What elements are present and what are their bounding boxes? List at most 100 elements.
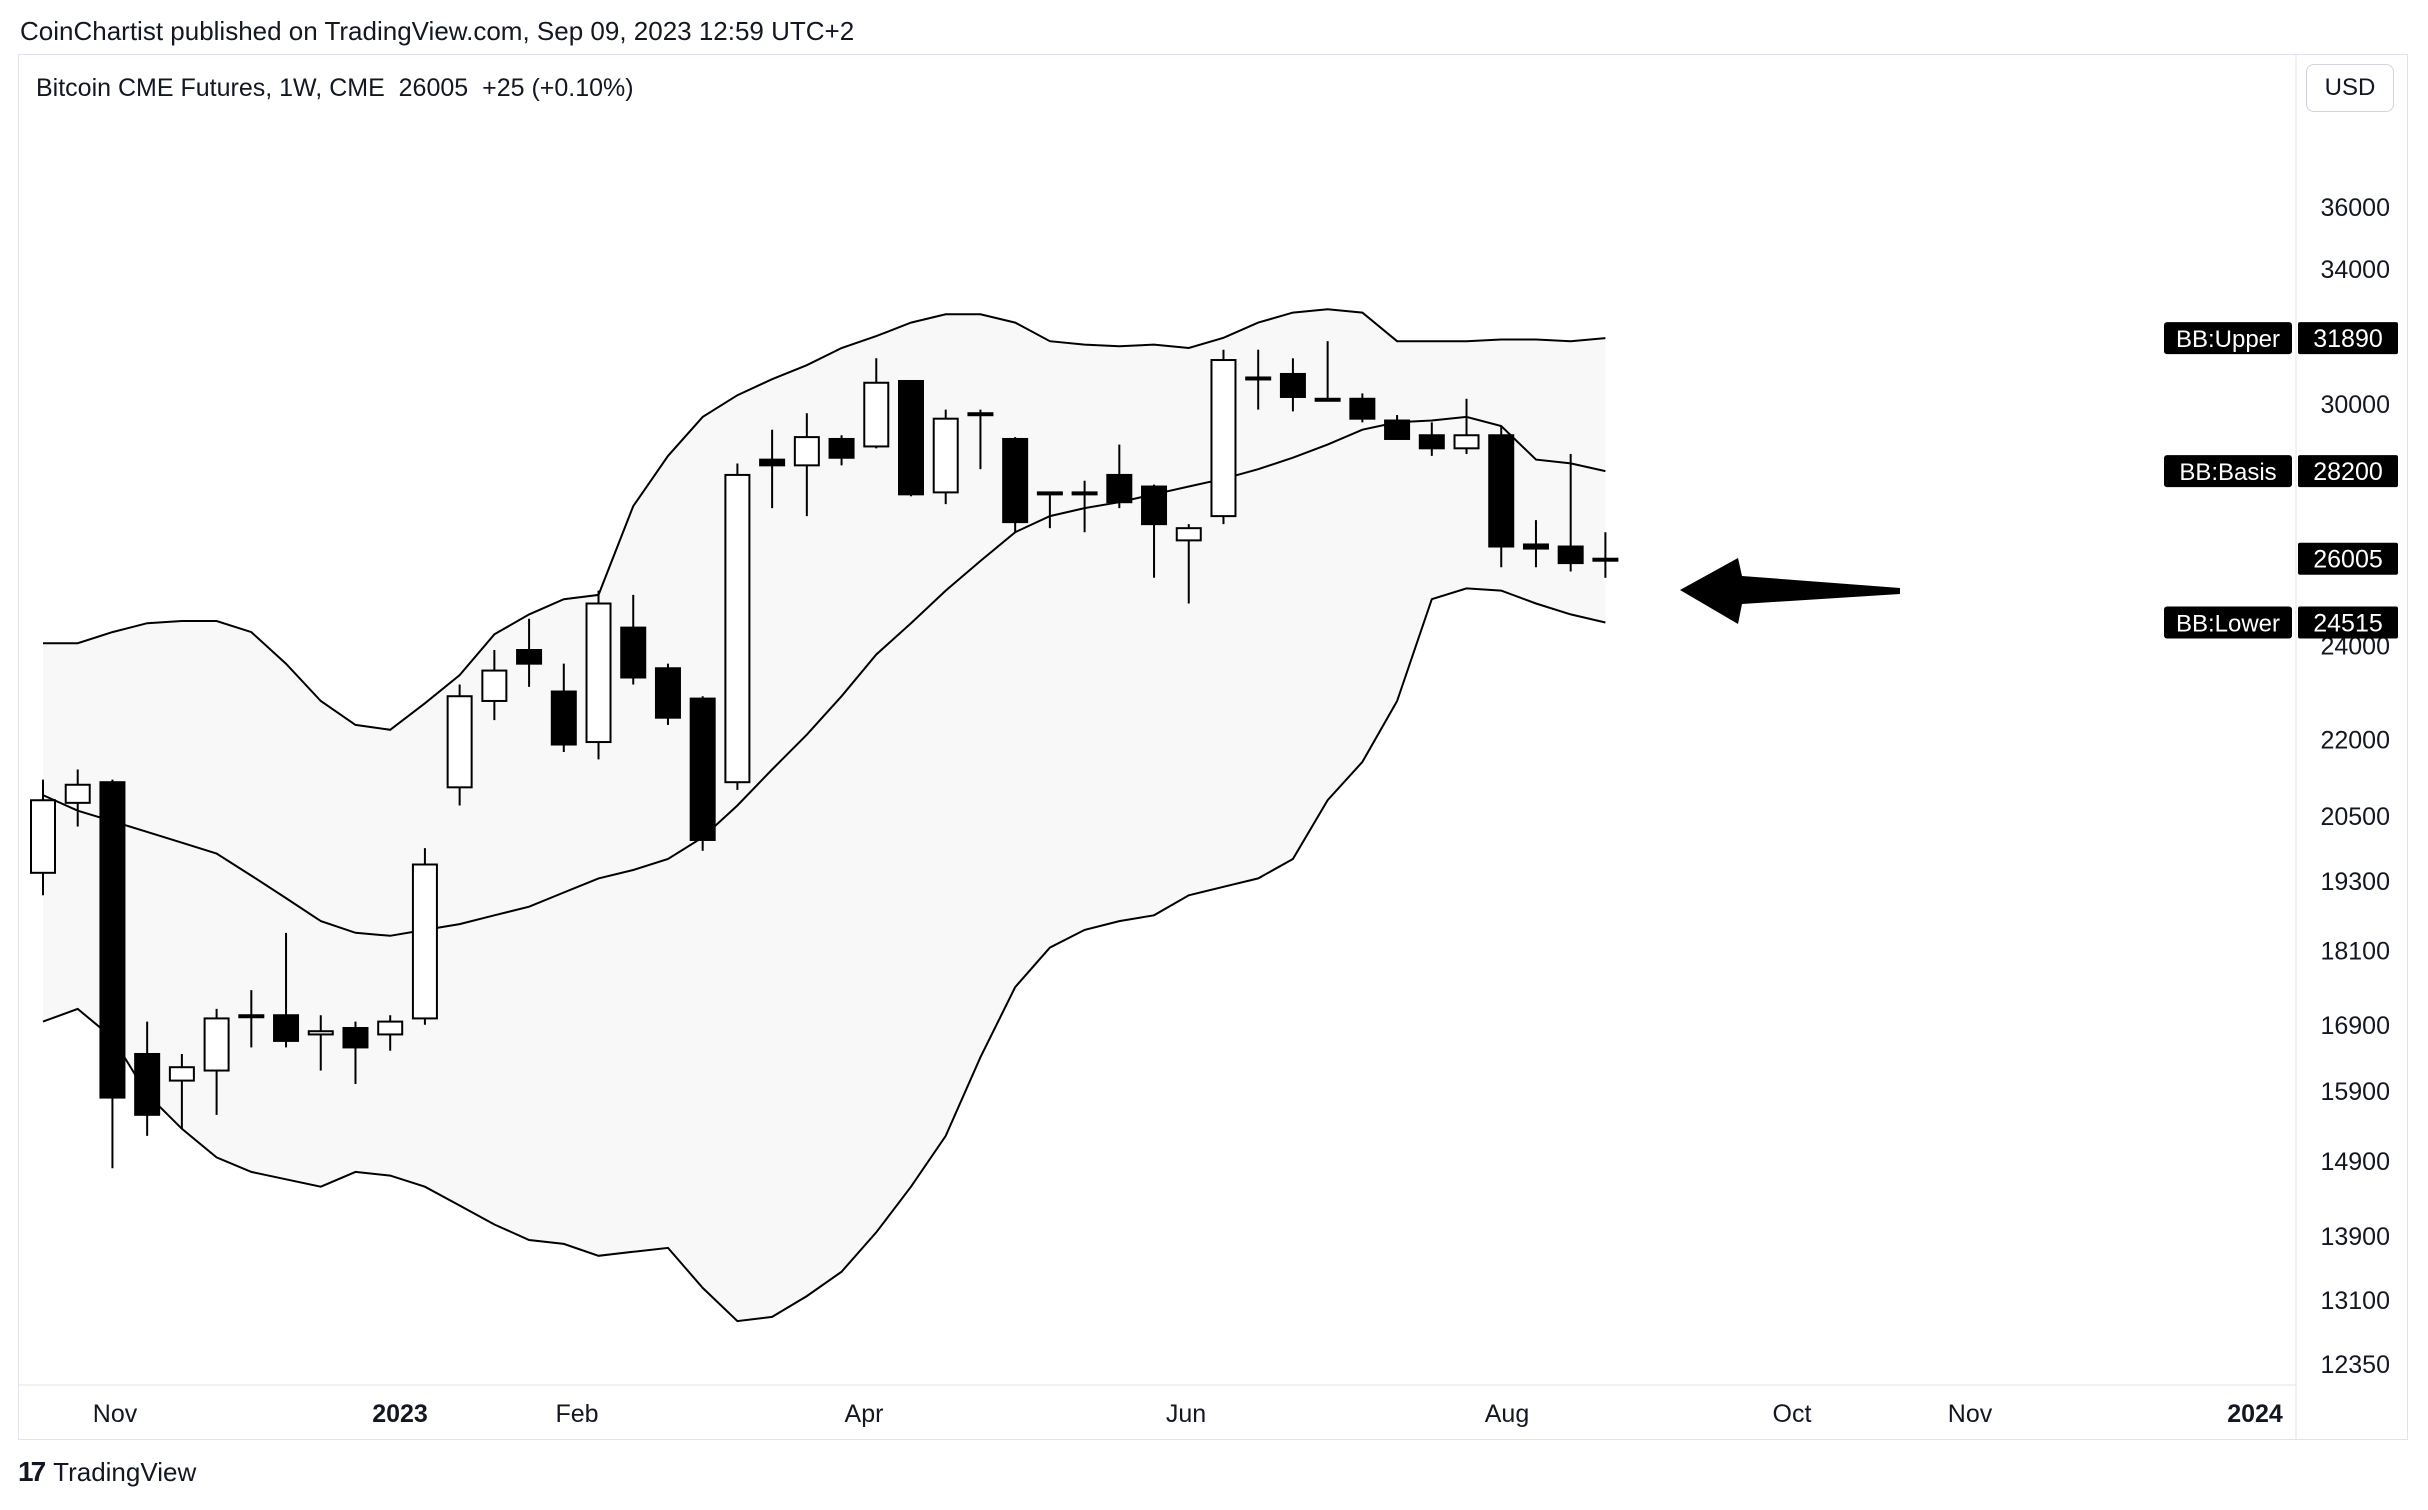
x-tick-label: Nov bbox=[93, 1400, 138, 1428]
candle bbox=[654, 663, 681, 725]
candle-body bbox=[30, 799, 56, 874]
candle-body bbox=[1453, 434, 1480, 450]
candle-body bbox=[238, 1014, 265, 1019]
candle-body bbox=[1314, 397, 1341, 402]
indicator-value-bg bbox=[2298, 455, 2398, 488]
candle-body bbox=[550, 690, 577, 746]
candle bbox=[898, 379, 924, 497]
candle bbox=[550, 663, 577, 752]
candle bbox=[1071, 480, 1098, 533]
candle-body bbox=[64, 783, 91, 804]
candle-body bbox=[516, 649, 543, 665]
y-tick-label: 30000 bbox=[2320, 391, 2390, 419]
candle bbox=[446, 684, 473, 806]
indicator-value: 28200 bbox=[2313, 458, 2383, 486]
candle-body bbox=[411, 863, 438, 1020]
candle-body bbox=[654, 667, 681, 719]
symbol-change-pct: (+0.10%) bbox=[531, 74, 634, 102]
candle-body bbox=[689, 697, 716, 841]
candle bbox=[1592, 532, 1619, 578]
candle-body bbox=[307, 1030, 334, 1036]
bb-upper-line bbox=[43, 308, 1606, 731]
candle-body bbox=[1036, 491, 1063, 496]
candle bbox=[1036, 491, 1063, 529]
tradingview-logo-icon: 17 bbox=[18, 1456, 46, 1487]
candle bbox=[932, 409, 959, 505]
candle-body bbox=[1384, 419, 1411, 440]
x-tick-label: 2024 bbox=[2227, 1400, 2283, 1428]
candle bbox=[481, 650, 508, 721]
indicator-name-bg bbox=[2164, 606, 2292, 639]
x-tick-label: Apr bbox=[845, 1400, 884, 1428]
candle bbox=[1210, 349, 1237, 525]
candle-body bbox=[898, 379, 924, 496]
indicator-name: BB:Lower bbox=[2176, 611, 2280, 638]
candle-body bbox=[1141, 485, 1168, 526]
y-tick-label: 13900 bbox=[2320, 1223, 2390, 1251]
candle-body bbox=[828, 437, 855, 459]
candle-body bbox=[585, 602, 612, 744]
currency-button[interactable]: USD bbox=[2306, 64, 2394, 112]
candle-body bbox=[1245, 376, 1272, 381]
y-tick-label: 36000 bbox=[2320, 194, 2390, 222]
indicator-value-bg bbox=[2298, 606, 2398, 639]
candle bbox=[1106, 444, 1133, 509]
indicator-name: BB:Upper bbox=[2176, 326, 2280, 353]
bb-lower-line bbox=[42, 587, 1606, 1323]
candle bbox=[1557, 453, 1584, 572]
x-tick-label: Nov bbox=[1948, 1400, 1993, 1428]
candle-body bbox=[481, 669, 508, 702]
publisher-line: CoinChartist published on TradingView.co… bbox=[20, 16, 855, 46]
indicator-label: BB:Lower 24515 bbox=[2164, 606, 2398, 639]
candle bbox=[307, 1015, 334, 1071]
y-tick-label: 13100 bbox=[2320, 1287, 2390, 1315]
candle-body bbox=[1175, 527, 1202, 542]
x-tick-label: Aug bbox=[1485, 1400, 1529, 1428]
candle bbox=[1175, 524, 1202, 604]
candle-body bbox=[446, 695, 473, 789]
y-tick-label: 15900 bbox=[2320, 1078, 2390, 1106]
candle bbox=[828, 435, 855, 466]
y-tick-label: 22000 bbox=[2320, 727, 2390, 755]
candle bbox=[585, 590, 612, 760]
symbol-change: +25 bbox=[482, 74, 525, 102]
bb-band-fill bbox=[43, 309, 1606, 1322]
candle-body bbox=[1002, 437, 1029, 524]
indicator-name-bg bbox=[2164, 455, 2292, 488]
candle-body bbox=[1557, 545, 1584, 565]
candle-body bbox=[134, 1052, 161, 1116]
candle bbox=[1488, 426, 1515, 568]
candle bbox=[342, 1021, 369, 1084]
candle bbox=[238, 990, 265, 1048]
candle bbox=[1522, 520, 1549, 568]
x-tick-label: Feb bbox=[555, 1400, 598, 1428]
candle-body bbox=[967, 412, 994, 417]
y-tick-label: 12350 bbox=[2320, 1351, 2390, 1379]
candle bbox=[1314, 341, 1341, 402]
candle-body bbox=[342, 1027, 369, 1049]
candle-body bbox=[620, 626, 647, 679]
candle-body bbox=[1349, 397, 1376, 420]
candle bbox=[1418, 422, 1445, 456]
symbol-last-price: 26005 bbox=[398, 74, 469, 102]
candle-body bbox=[759, 458, 786, 467]
candle bbox=[689, 696, 716, 851]
candle bbox=[411, 848, 438, 1025]
x-tick-label: 2023 bbox=[372, 1400, 428, 1428]
candle-body bbox=[1592, 557, 1619, 562]
candle-body bbox=[168, 1066, 195, 1082]
candle-body bbox=[1210, 359, 1237, 518]
symbol-interval[interactable]: 1W bbox=[279, 74, 316, 102]
candle bbox=[99, 779, 126, 1169]
y-tick-label: 14900 bbox=[2320, 1148, 2390, 1176]
y-tick-label: 20500 bbox=[2320, 803, 2390, 831]
symbol-line: Bitcoin CME Futures, 1W, CME 26005 +25 (… bbox=[36, 74, 634, 102]
candle bbox=[1141, 484, 1168, 578]
bb-basis-line bbox=[42, 415, 1606, 937]
candle-body bbox=[1106, 473, 1133, 504]
symbol-instrument[interactable]: Bitcoin CME Futures bbox=[36, 74, 266, 102]
candle bbox=[203, 1008, 230, 1115]
candle-body bbox=[724, 473, 751, 784]
last-price-label: 26005 bbox=[2298, 542, 2398, 575]
